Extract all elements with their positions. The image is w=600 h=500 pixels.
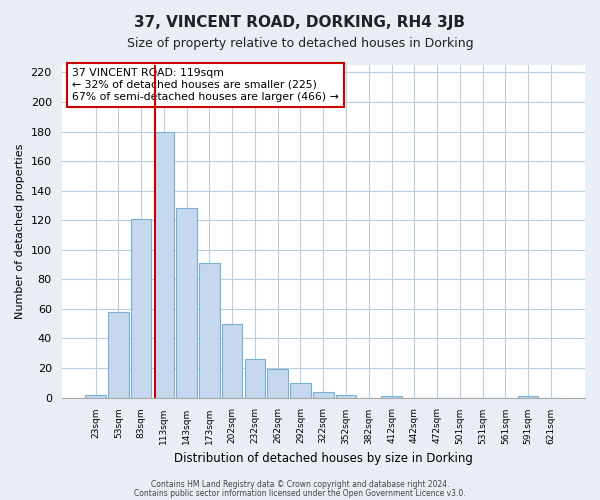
Text: Contains public sector information licensed under the Open Government Licence v3: Contains public sector information licen… — [134, 488, 466, 498]
Y-axis label: Number of detached properties: Number of detached properties — [15, 144, 25, 319]
Bar — [154, 132, 174, 398]
Bar — [336, 394, 356, 398]
Bar — [108, 312, 128, 398]
Bar — [176, 208, 197, 398]
Text: Size of property relative to detached houses in Dorking: Size of property relative to detached ho… — [127, 38, 473, 51]
Bar — [518, 396, 538, 398]
Bar — [268, 370, 288, 398]
Bar — [290, 383, 311, 398]
Bar — [131, 218, 151, 398]
Bar — [245, 359, 265, 398]
Text: Contains HM Land Registry data © Crown copyright and database right 2024.: Contains HM Land Registry data © Crown c… — [151, 480, 449, 489]
Bar — [382, 396, 402, 398]
Bar — [85, 394, 106, 398]
X-axis label: Distribution of detached houses by size in Dorking: Distribution of detached houses by size … — [174, 452, 473, 465]
Bar — [222, 324, 242, 398]
Text: 37 VINCENT ROAD: 119sqm
← 32% of detached houses are smaller (225)
67% of semi-d: 37 VINCENT ROAD: 119sqm ← 32% of detache… — [72, 68, 339, 102]
Bar — [313, 392, 334, 398]
Bar — [199, 263, 220, 398]
Text: 37, VINCENT ROAD, DORKING, RH4 3JB: 37, VINCENT ROAD, DORKING, RH4 3JB — [134, 15, 466, 30]
